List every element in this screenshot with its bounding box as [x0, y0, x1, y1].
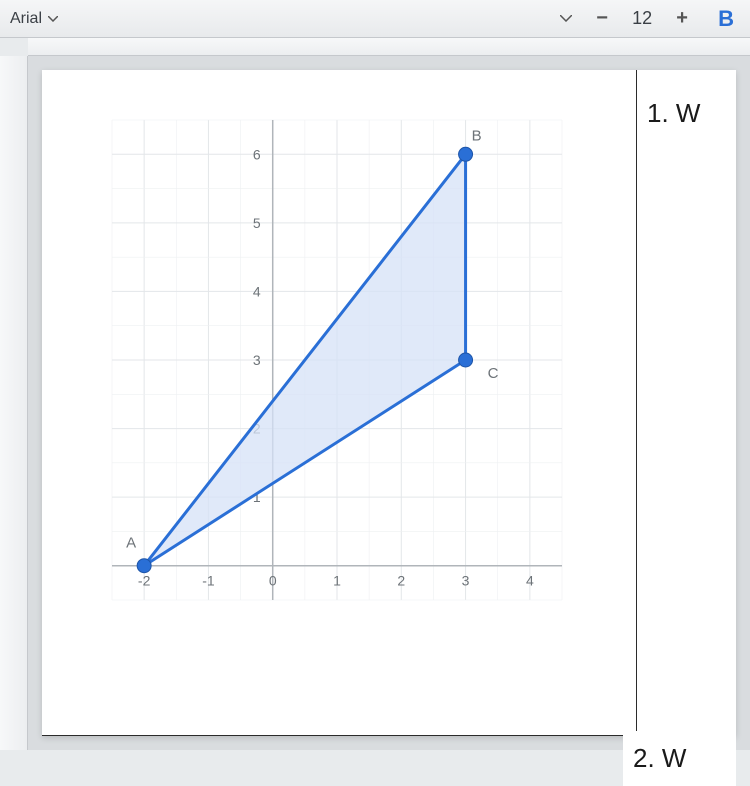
svg-text:4: 4: [253, 283, 261, 299]
svg-text:6: 6: [253, 146, 261, 162]
font-family-select[interactable]: Arial: [10, 10, 58, 28]
svg-text:-2: -2: [138, 573, 151, 589]
increase-font-button[interactable]: +: [670, 7, 694, 31]
svg-text:3: 3: [462, 573, 470, 589]
svg-text:5: 5: [253, 215, 261, 231]
svg-text:-1: -1: [202, 573, 215, 589]
svg-text:0: 0: [269, 573, 277, 589]
svg-text:1: 1: [333, 573, 341, 589]
svg-text:B: B: [472, 127, 482, 144]
toolbar: Arial − 12 + B: [0, 0, 750, 38]
svg-text:2: 2: [397, 573, 405, 589]
chart-cell: -2-101234123456ABC: [42, 70, 637, 736]
svg-text:C: C: [488, 365, 499, 382]
decrease-font-button[interactable]: −: [590, 7, 614, 31]
font-family-label: Arial: [10, 10, 42, 28]
svg-text:3: 3: [253, 352, 261, 368]
svg-text:A: A: [126, 535, 136, 552]
chevron-down-icon: [48, 16, 58, 22]
document-page: -2-101234123456ABC 1. W 2. W: [42, 70, 736, 736]
bold-button[interactable]: B: [712, 6, 740, 32]
triangle-chart: -2-101234123456ABC: [72, 100, 592, 640]
question-2-text: 2. W: [623, 731, 736, 786]
ruler-vertical: [0, 56, 28, 750]
chevron-down-icon[interactable]: [560, 15, 572, 22]
ruler-horizontal: [28, 38, 750, 56]
page-area: -2-101234123456ABC 1. W 2. W: [28, 56, 750, 750]
question-1-text: 1. W: [647, 98, 700, 128]
svg-text:4: 4: [526, 573, 534, 589]
font-size-value[interactable]: 12: [632, 8, 652, 29]
question-1-cell: 1. W 2. W: [637, 70, 736, 736]
